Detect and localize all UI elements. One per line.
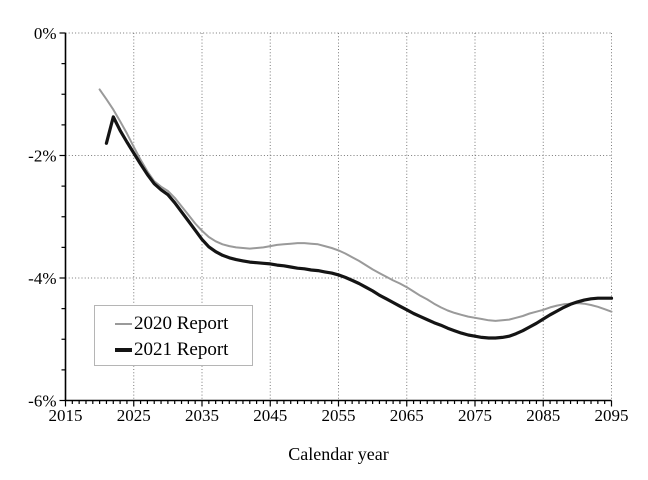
- legend-label-2020: 2020 Report: [134, 313, 229, 334]
- y-tick-label: 0%: [34, 24, 57, 43]
- series-line-2021-report: [104, 115, 614, 340]
- y-tick-label: -6%: [28, 392, 56, 411]
- x-tick-label: 2035: [185, 406, 219, 425]
- x-tick-label: 2065: [390, 406, 424, 425]
- legend-line-swatch-2020: [115, 323, 132, 325]
- legend-item-2021-report: 2021 Report: [115, 337, 252, 363]
- y-tick-label: -2%: [28, 147, 56, 166]
- legend: 2020 Report 2021 Report: [94, 305, 253, 366]
- x-tick-label: 2085: [526, 406, 560, 425]
- x-tick-label: 2015: [49, 406, 83, 425]
- y-tick-label: -4%: [28, 269, 56, 288]
- x-tick-label: 2075: [458, 406, 492, 425]
- legend-item-2020-report: 2020 Report: [115, 311, 252, 337]
- legend-label-2021: 2021 Report: [134, 339, 229, 360]
- x-tick-label: 2045: [253, 406, 287, 425]
- legend-line-swatch-2021: [115, 348, 132, 352]
- x-tick-label: 2025: [117, 406, 151, 425]
- x-tick-label: 2095: [595, 406, 629, 425]
- x-axis-title: Calendar year: [288, 444, 389, 464]
- x-tick-label: 2055: [322, 406, 356, 425]
- series-line-2020-report: [98, 88, 613, 322]
